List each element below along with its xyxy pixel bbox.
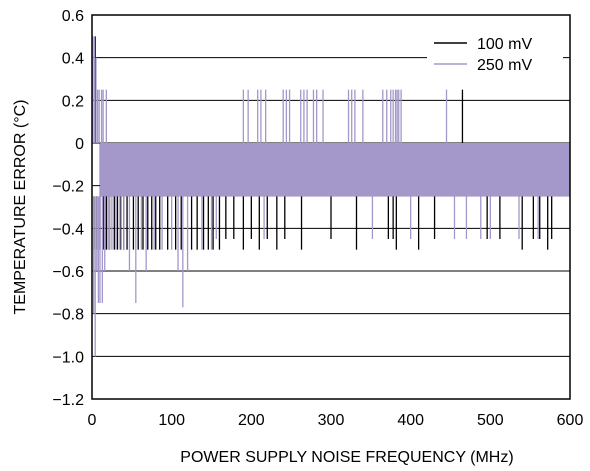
legend-background bbox=[427, 30, 563, 74]
y-axis-title: TEMPERATURE ERROR (°C) bbox=[12, 100, 29, 315]
x-tick-label: 500 bbox=[477, 412, 504, 429]
series-layer bbox=[92, 36, 570, 357]
legend-label-250mv: 250 mV bbox=[477, 57, 532, 74]
y-tick-labels: 0.6 0.4 0.2 0 −0.2 −0.4 −0.6 −0.8 −1.0 −1.2 bbox=[52, 8, 84, 409]
series-band-1 bbox=[100, 143, 570, 197]
y-tick-label: −0.6 bbox=[52, 264, 84, 281]
x-tick-label: 400 bbox=[397, 412, 424, 429]
y-tick-label: −0.2 bbox=[52, 179, 84, 196]
x-tick-label: 200 bbox=[238, 412, 265, 429]
y-tick-label: 0.4 bbox=[62, 51, 84, 68]
legend: 100 mV 250 mV bbox=[427, 30, 563, 74]
x-tick-label: 0 bbox=[88, 412, 97, 429]
x-tick-label: 300 bbox=[318, 412, 345, 429]
x-axis-title: POWER SUPPLY NOISE FREQUENCY (MHz) bbox=[180, 449, 513, 466]
y-tick-label: 0.6 bbox=[62, 8, 84, 25]
x-tick-labels: 0 100 200 300 400 500 600 bbox=[88, 412, 584, 429]
plot-frame bbox=[91, 14, 571, 400]
y-tick-label: −1.2 bbox=[52, 392, 84, 409]
x-tick-label: 600 bbox=[557, 412, 584, 429]
y-tick-label: 0 bbox=[75, 136, 84, 153]
series-1 bbox=[92, 36, 570, 357]
y-tick-label: −1.0 bbox=[52, 349, 84, 366]
y-tick-label: −0.8 bbox=[52, 307, 84, 324]
legend-label-100mv: 100 mV bbox=[477, 36, 532, 53]
y-tick-label: 0.2 bbox=[62, 93, 84, 110]
y-tick-label: −0.4 bbox=[52, 221, 84, 238]
x-tick-label: 100 bbox=[158, 412, 185, 429]
